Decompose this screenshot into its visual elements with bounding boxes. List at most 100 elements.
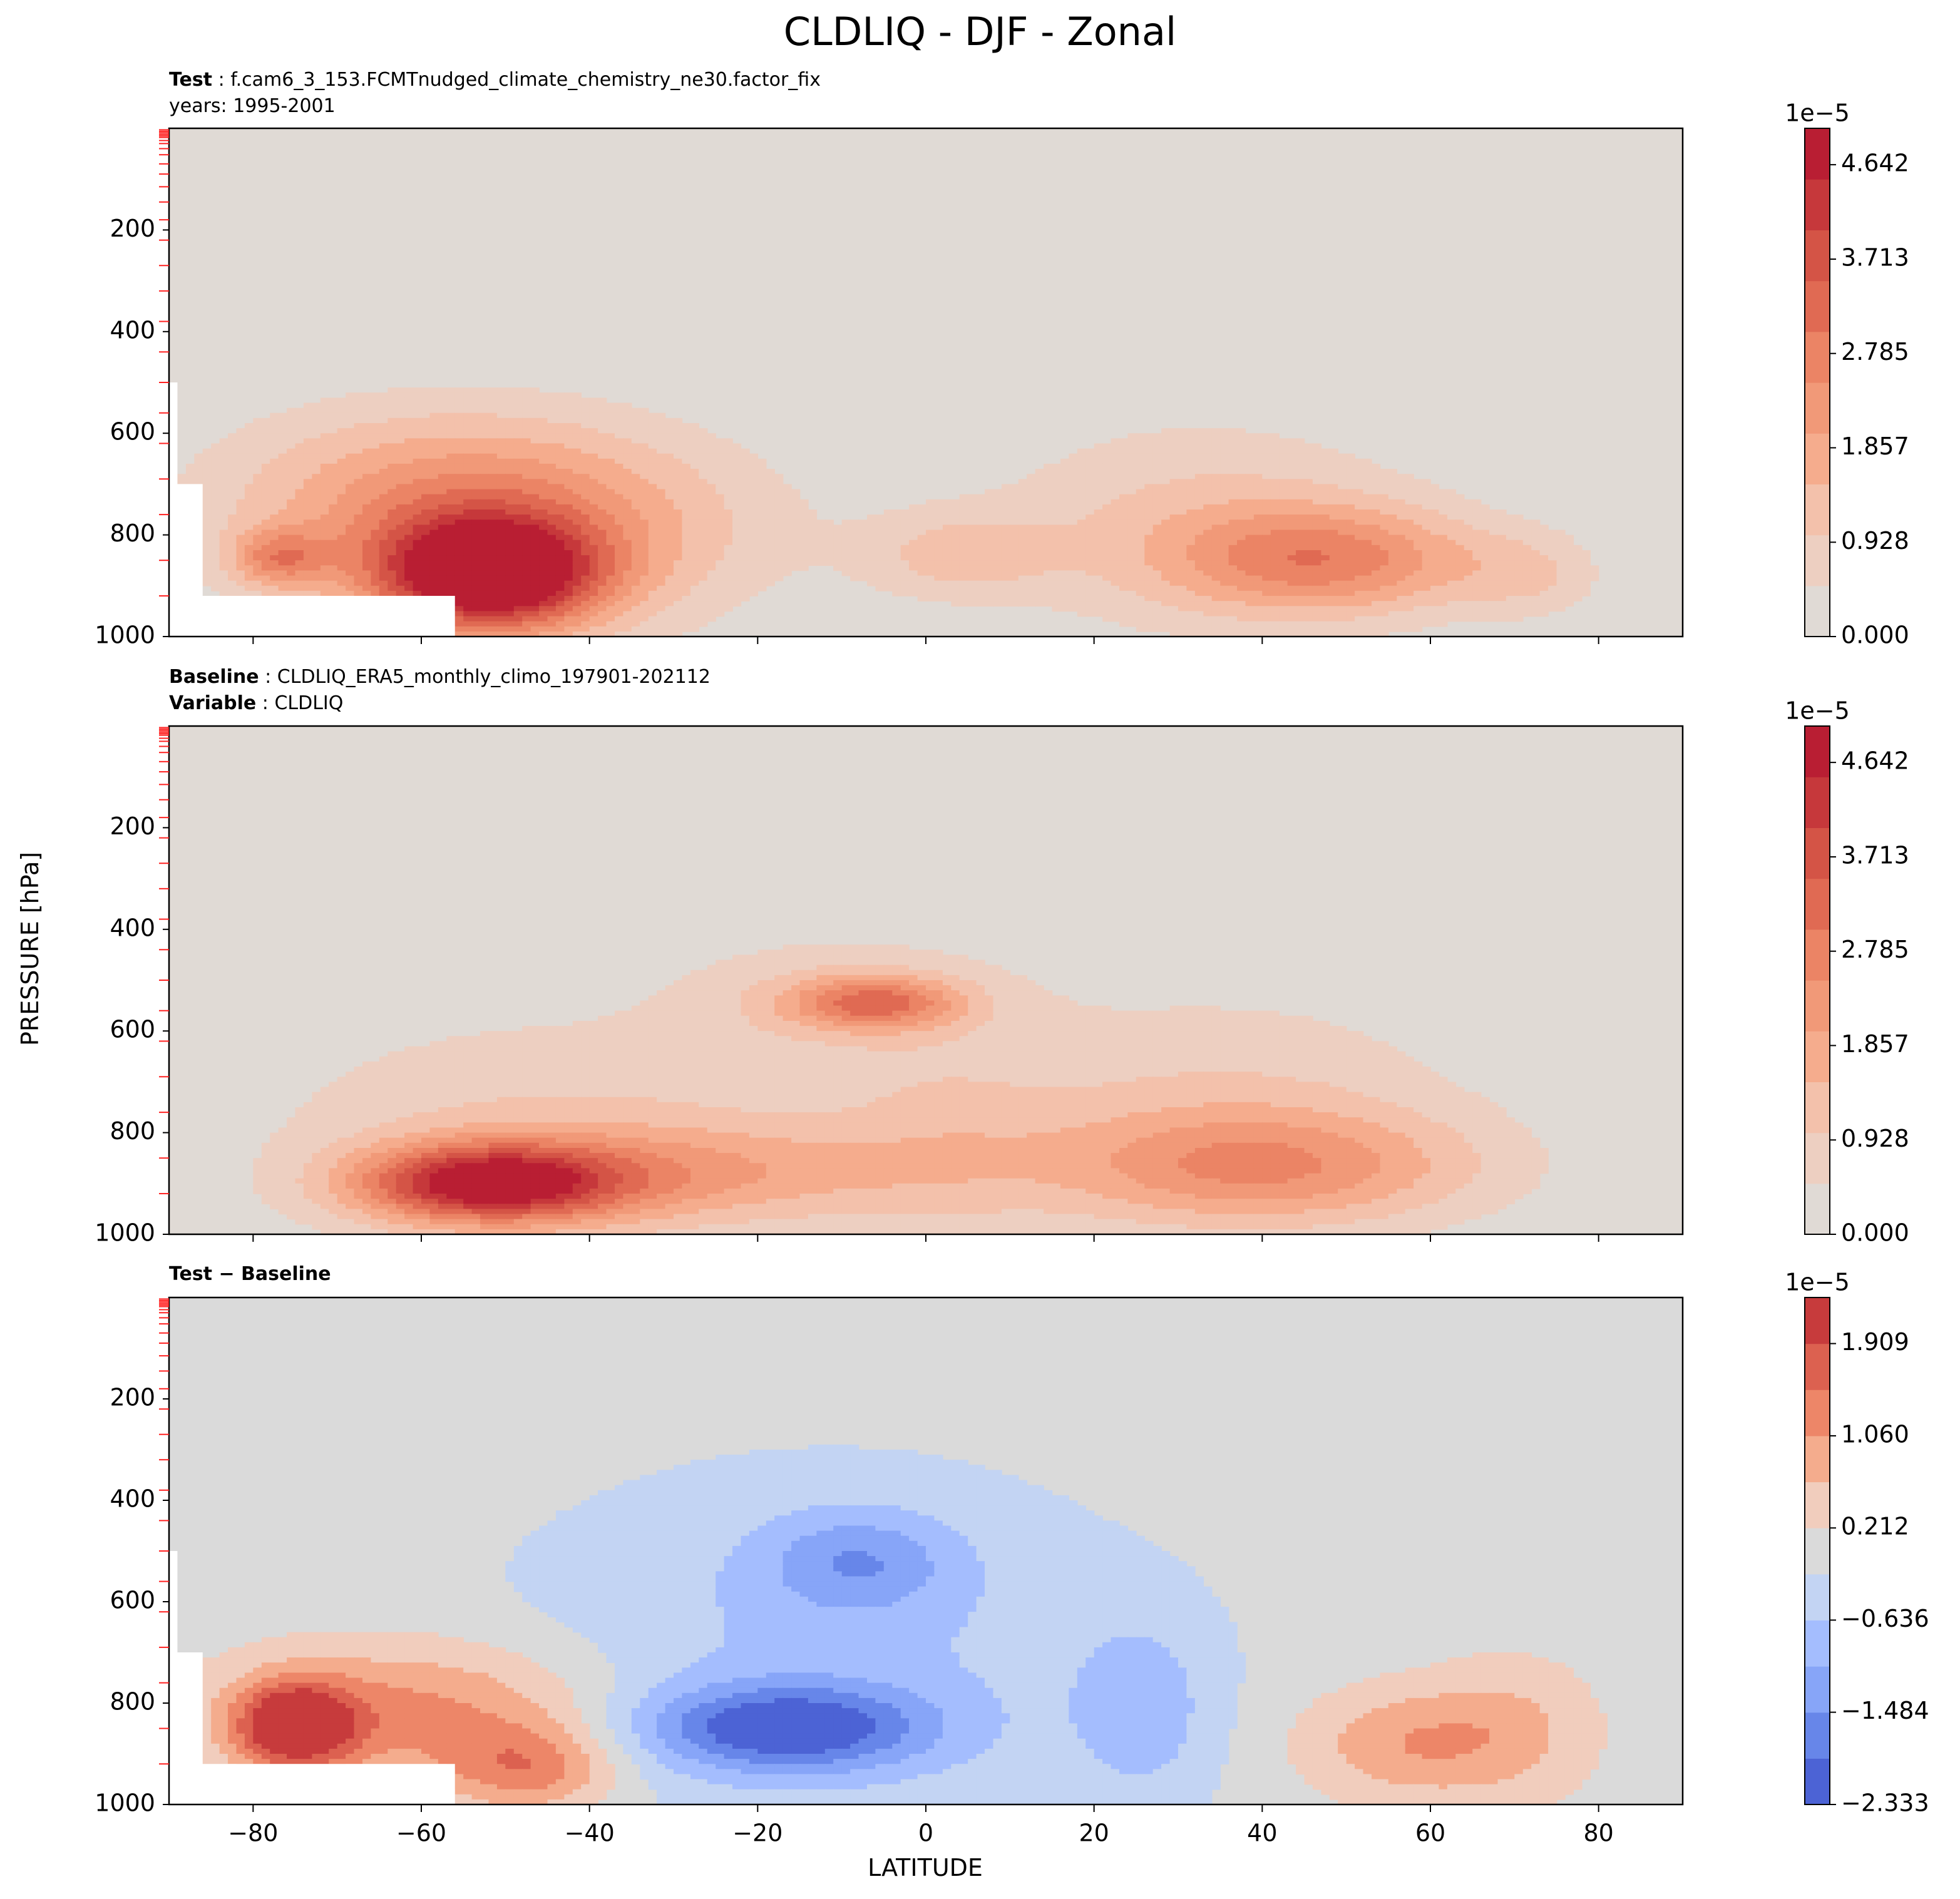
- y-tick-label: 600: [110, 1587, 155, 1614]
- x-tick-label: 20: [1079, 1820, 1109, 1847]
- colorbar-tick-label: −2.333: [1841, 1789, 1929, 1817]
- panel-3: 200 400 600 800 1000 −80 −60 −40 −20 0 20 40 60 80: [95, 1296, 1684, 1847]
- panel-1-title-sep: :: [212, 69, 231, 91]
- colorbar-band: [1805, 280, 1830, 332]
- y-tick-label: 400: [110, 1485, 155, 1513]
- panel-1-title-value: f.cam6_3_153.FCMTnudged_climate_chemistr…: [230, 69, 821, 91]
- topography-mask: [169, 1551, 455, 1804]
- panel-2-title-value: CLDLIQ_ERA5_monthly_climo_197901-202112: [277, 666, 711, 688]
- topography-mask: [169, 382, 455, 637]
- y-axis-label: PRESSURE [hPa]: [16, 851, 44, 1047]
- colorbar-tick-label: 0.928: [1841, 1125, 1909, 1152]
- x-tick-label: −40: [565, 1820, 615, 1847]
- colorbar-band: [1805, 535, 1830, 586]
- colorbar-frame: [1804, 725, 1830, 1235]
- colorbar-band: [1805, 1712, 1830, 1759]
- panel-1-title-label: Test: [169, 69, 213, 91]
- colorbar-band: [1805, 1620, 1830, 1667]
- y-tick-label: 400: [110, 316, 155, 344]
- y-tick-label: 200: [110, 812, 155, 840]
- colorbar-frame: [1804, 1297, 1830, 1805]
- colorbar-band: [1805, 230, 1830, 282]
- panel-2-colorbar: 0.000 0.928 1.857 2.785 3.713 4.642 1e−5: [1785, 697, 1909, 1247]
- y-tick-label: 1000: [95, 1219, 155, 1247]
- colorbar-tick-label: −0.636: [1841, 1605, 1929, 1632]
- colorbar-band: [1805, 1528, 1830, 1575]
- colorbar-tick-label: 4.642: [1841, 150, 1909, 177]
- colorbar-band: [1805, 726, 1830, 777]
- colorbar-band: [1805, 980, 1830, 1031]
- colorbar-scale-label: 1e−5: [1785, 697, 1850, 725]
- colorbar-band: [1805, 585, 1830, 637]
- x-tick-label: 60: [1415, 1820, 1445, 1847]
- colorbar-tick-label: 1.060: [1841, 1420, 1909, 1448]
- colorbar-frame: [1804, 128, 1830, 637]
- colorbar-band: [1805, 484, 1830, 536]
- panel-2-title-label: Baseline: [169, 666, 259, 688]
- colorbar-band: [1805, 1435, 1830, 1483]
- colorbar-band: [1805, 1298, 1830, 1344]
- x-tick-label: 80: [1583, 1820, 1613, 1847]
- panel-1-title: Test : f.cam6_3_153.FCMTnudged_climate_c…: [169, 69, 821, 91]
- panel-2-title: Baseline : CLDLIQ_ERA5_monthly_climo_197…: [169, 666, 711, 688]
- colorbar-band: [1805, 1132, 1830, 1184]
- panel-1-contours: [169, 128, 1683, 637]
- colorbar-tick-label: 0.000: [1841, 622, 1909, 649]
- panel-2-subtitle: Variable : CLDLIQ: [169, 692, 343, 714]
- colorbar-tick-label: 0.212: [1841, 1513, 1909, 1540]
- colorbar-band: [1805, 1183, 1830, 1235]
- panel-1-colorbar: 0.000 0.928 1.857 2.785 3.713 4.642 1e−5: [1785, 100, 1909, 649]
- colorbar-band: [1805, 878, 1830, 930]
- colorbar-band: [1805, 827, 1830, 879]
- panel-2-subtitle-value: CLDLIQ: [274, 692, 344, 714]
- figure-title: CLDLIQ - DJF - Zonal: [783, 9, 1177, 54]
- colorbar-tick-label: 2.785: [1841, 338, 1909, 366]
- panel-2-title-sep: :: [259, 666, 277, 688]
- y-tick-label: 800: [110, 520, 155, 547]
- colorbar-band: [1805, 1574, 1830, 1620]
- panel-2-subtitle-label: Variable: [169, 692, 257, 714]
- y-tick-label: 1000: [95, 1789, 155, 1817]
- panel-3-colorbar: −2.333 −1.484 −0.636 0.212 1.060 1.909 1e−5: [1785, 1269, 1929, 1817]
- panel-2: 200 400 600 800 1000: [95, 725, 1684, 1247]
- colorbar-band: [1805, 1031, 1830, 1082]
- y-tick-label: 800: [110, 1117, 155, 1145]
- colorbar-tick-label: 4.642: [1841, 747, 1909, 775]
- y-tick-label: 400: [110, 914, 155, 941]
- colorbar-band: [1805, 1390, 1830, 1436]
- panel-3-title: Test − Baseline: [169, 1263, 331, 1285]
- panel-1: 200 400 600 800 1000: [95, 127, 1684, 649]
- y-tick-label: 200: [110, 215, 155, 242]
- colorbar-band: [1805, 1482, 1830, 1528]
- colorbar-band: [1805, 1082, 1830, 1134]
- colorbar-tick-label: 1.909: [1841, 1328, 1909, 1356]
- x-tick-label: −60: [396, 1820, 446, 1847]
- colorbar-band: [1805, 179, 1830, 230]
- colorbar-tick-label: 1.857: [1841, 433, 1909, 460]
- colorbar-tick-label: 1.857: [1841, 1030, 1909, 1058]
- colorbar-tick-label: 0.000: [1841, 1219, 1909, 1247]
- y-tick-label: 600: [110, 418, 155, 446]
- colorbar-tick-label: 3.713: [1841, 244, 1909, 272]
- colorbar-band: [1805, 382, 1830, 434]
- y-tick-label: 800: [110, 1688, 155, 1716]
- x-tick-label: −80: [228, 1820, 278, 1847]
- colorbar-tick-label: 0.928: [1841, 527, 1909, 555]
- x-tick-label: −20: [732, 1820, 782, 1847]
- y-tick-label: 600: [110, 1016, 155, 1043]
- colorbar-tick-label: 3.713: [1841, 842, 1909, 869]
- colorbar-band: [1805, 929, 1830, 981]
- panel-2-contours: [169, 726, 1683, 1234]
- colorbar-tick-label: 2.785: [1841, 936, 1909, 963]
- x-tick-label: 40: [1247, 1820, 1277, 1847]
- colorbar-band: [1805, 1343, 1830, 1390]
- colorbar-band: [1805, 1758, 1830, 1805]
- colorbar-scale-label: 1e−5: [1785, 100, 1850, 127]
- colorbar-scale-label: 1e−5: [1785, 1269, 1850, 1296]
- colorbar-band: [1805, 433, 1830, 484]
- panel-1-subtitle: years: 1995-2001: [169, 95, 336, 117]
- y-tick-label: 200: [110, 1384, 155, 1411]
- panel-3-contours: [169, 1298, 1683, 1804]
- x-axis-label: LATITUDE: [868, 1854, 983, 1881]
